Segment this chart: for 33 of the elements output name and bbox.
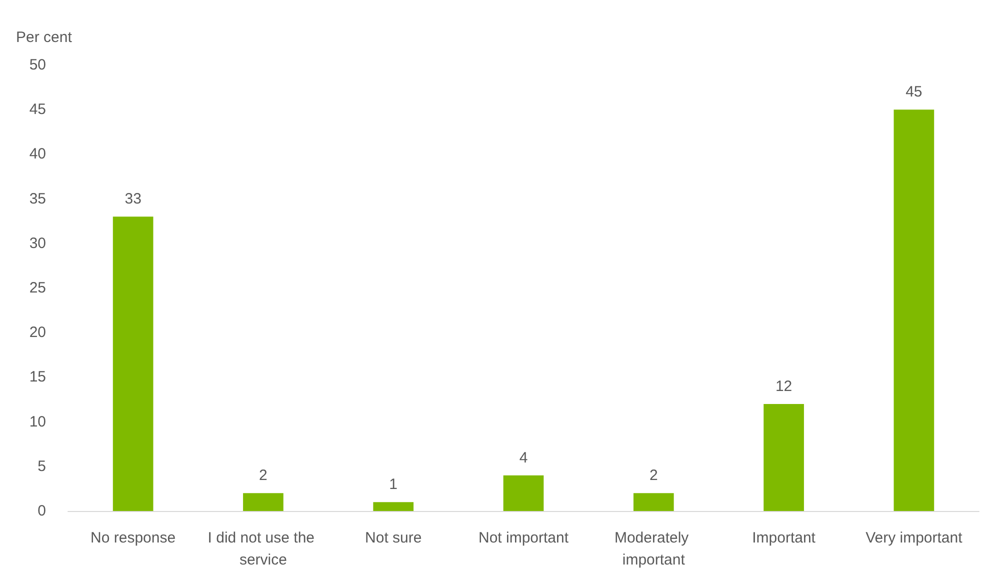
y-tick-label: 10: [29, 413, 46, 430]
data-label: 2: [649, 467, 658, 484]
data-label: 1: [389, 476, 398, 494]
y-tick-label: 30: [29, 234, 46, 252]
data-label: 12: [775, 378, 792, 395]
y-axis-title: Per cent: [16, 29, 73, 46]
y-tick-label: 50: [29, 56, 46, 74]
y-tick-label: 45: [29, 101, 46, 118]
x-tick-label: I did not use the service: [208, 530, 319, 568]
y-tick-label: 15: [29, 368, 46, 386]
bar: [243, 493, 284, 511]
y-tick-label: 25: [29, 280, 46, 296]
data-label: 33: [124, 190, 142, 208]
bar: [503, 475, 544, 511]
bar: [633, 493, 674, 511]
data-label: 4: [519, 449, 528, 466]
bar: [112, 216, 154, 511]
bar: [373, 502, 414, 511]
x-tick-label: Not important: [478, 530, 570, 546]
x-tick-label: Very important: [866, 530, 964, 546]
data-label: 45: [906, 84, 922, 101]
y-tick-label: 35: [29, 190, 46, 208]
bar: [764, 404, 804, 511]
y-tick-label: 0: [38, 502, 46, 520]
x-tick-label: Important: [752, 530, 816, 546]
y-tick-label: 5: [38, 458, 46, 475]
x-tick-label: Not sure: [365, 530, 422, 546]
data-label: 2: [259, 467, 268, 484]
x-tick-label: No response: [90, 530, 176, 546]
x-tick-label: Moderately important: [614, 530, 693, 568]
bar: [894, 110, 934, 511]
y-tick-label: 20: [29, 324, 46, 342]
y-tick-label: 40: [29, 146, 46, 163]
